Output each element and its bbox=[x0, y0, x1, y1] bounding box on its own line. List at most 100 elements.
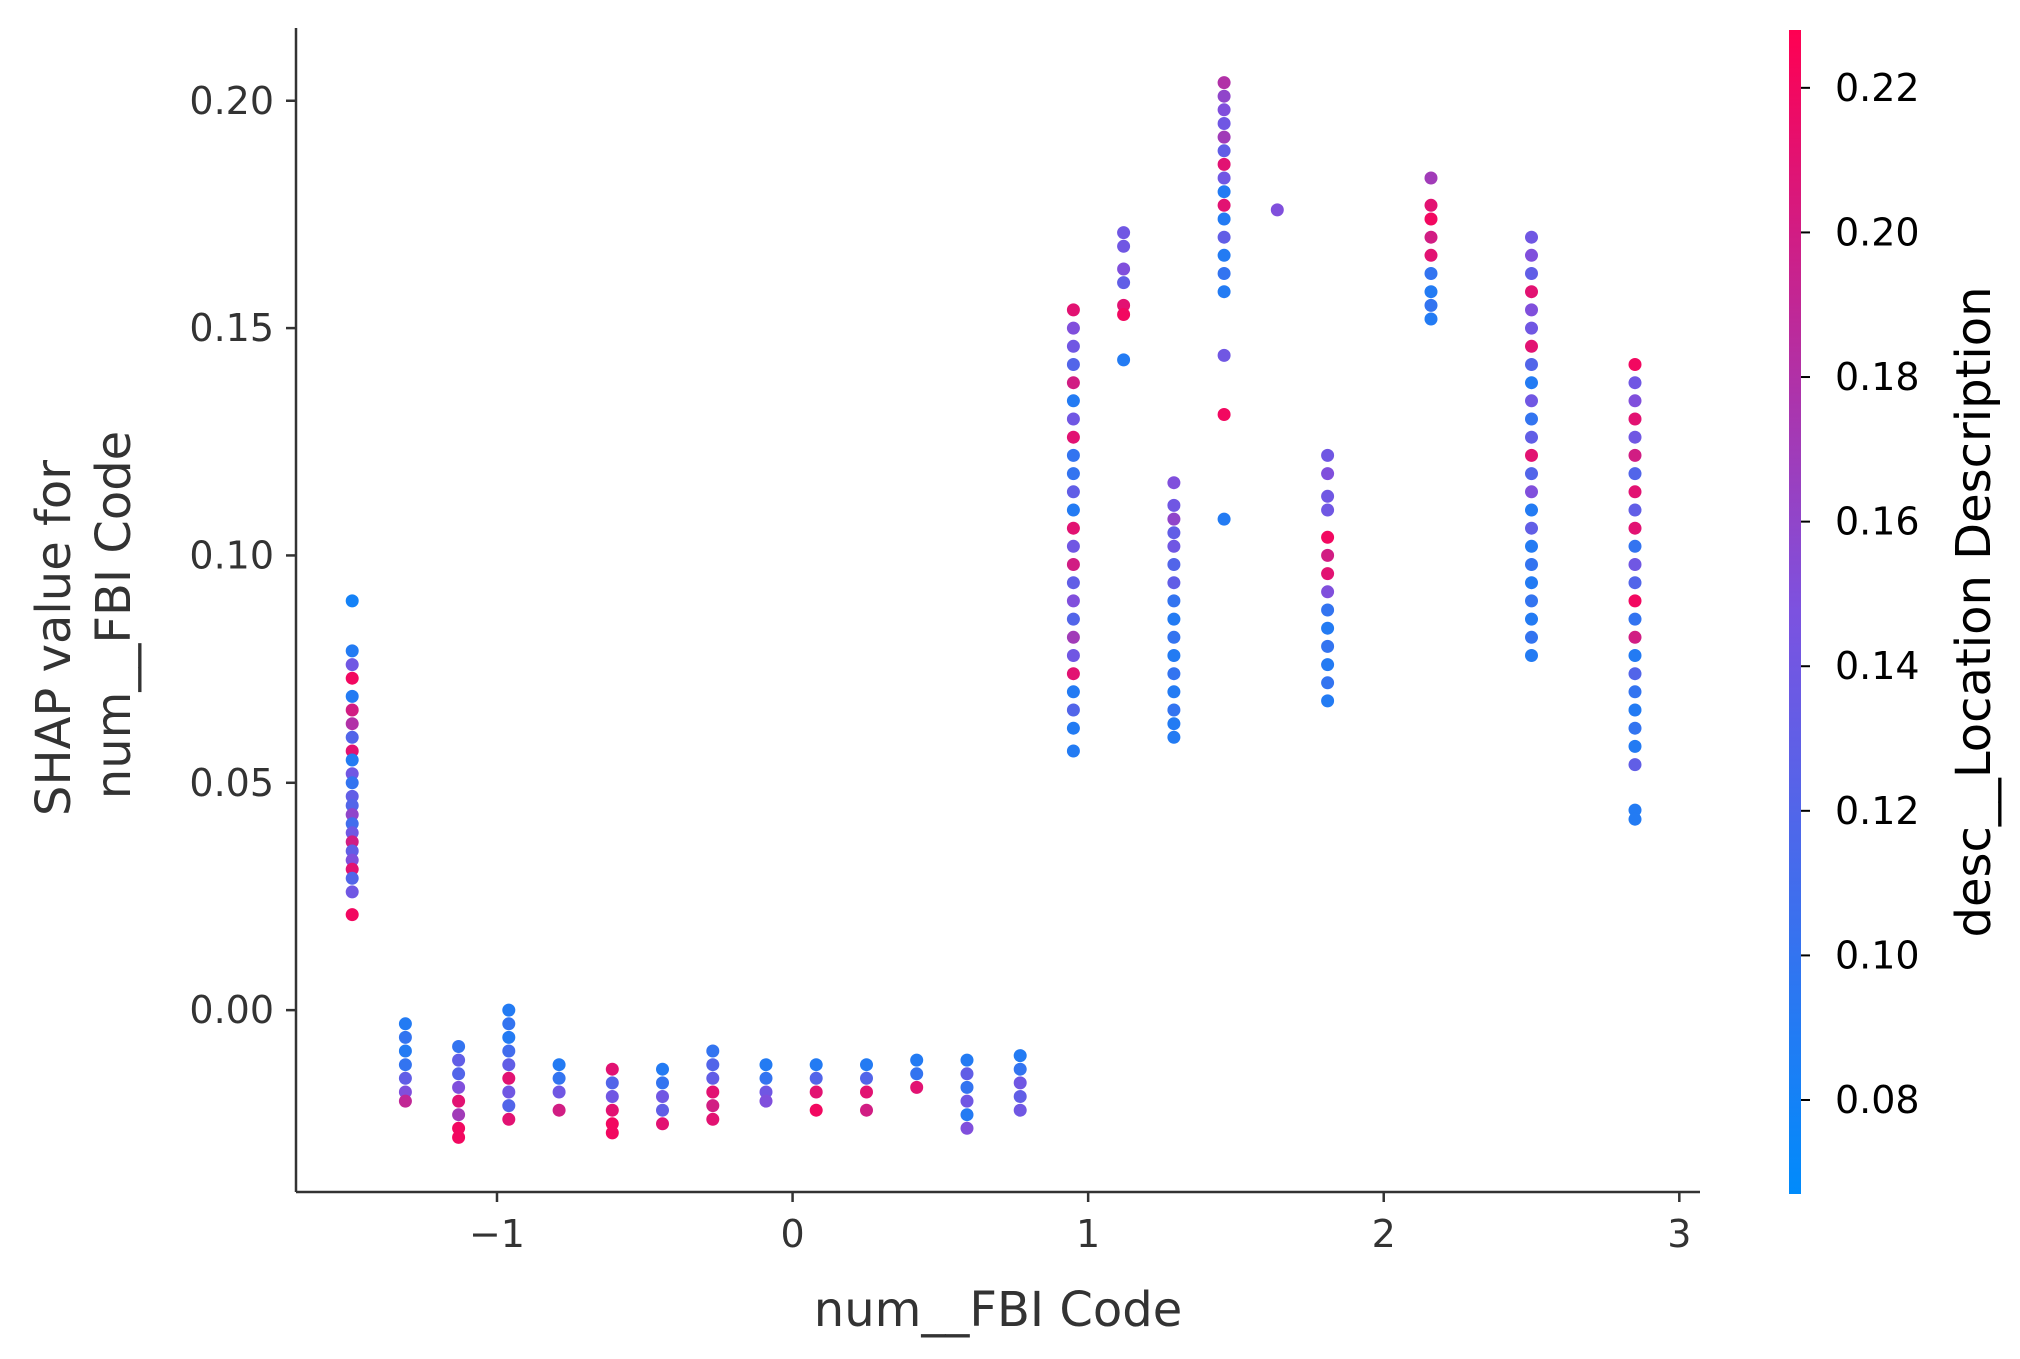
data-point bbox=[1066, 685, 1080, 699]
data-point bbox=[1066, 703, 1080, 717]
data-point bbox=[1424, 171, 1438, 185]
data-point bbox=[1628, 594, 1642, 608]
data-point bbox=[345, 817, 359, 831]
data-point bbox=[960, 1094, 974, 1108]
data-point bbox=[345, 689, 359, 703]
data-point bbox=[1167, 730, 1181, 744]
data-point bbox=[1628, 539, 1642, 553]
data-point bbox=[1628, 612, 1642, 626]
data-point bbox=[1628, 558, 1642, 571]
data-point bbox=[398, 1094, 412, 1108]
data-point bbox=[1167, 539, 1181, 553]
data-point bbox=[1217, 512, 1231, 526]
data-point bbox=[809, 1058, 823, 1072]
data-point bbox=[1628, 448, 1642, 462]
data-point bbox=[345, 703, 359, 717]
data-point bbox=[1117, 226, 1131, 240]
data-point bbox=[1525, 521, 1538, 535]
data-point bbox=[1066, 503, 1080, 517]
data-point bbox=[1525, 412, 1538, 426]
data-point bbox=[1628, 803, 1642, 817]
data-point bbox=[656, 1103, 669, 1117]
data-point bbox=[345, 808, 359, 822]
data-point bbox=[1013, 1062, 1027, 1076]
data-point bbox=[452, 1094, 466, 1108]
data-point bbox=[502, 1071, 516, 1085]
data-point bbox=[1525, 321, 1538, 335]
data-point bbox=[1424, 285, 1438, 299]
data-point bbox=[1167, 612, 1181, 626]
data-point bbox=[345, 871, 359, 885]
data-point bbox=[1167, 649, 1181, 662]
data-point bbox=[1525, 248, 1538, 262]
data-point bbox=[1424, 212, 1438, 226]
x-axis-label: num__FBI Code bbox=[814, 1282, 1182, 1338]
data-point bbox=[759, 1094, 773, 1108]
data-point bbox=[1217, 144, 1231, 158]
data-point bbox=[605, 1117, 619, 1131]
data-point bbox=[706, 1099, 720, 1113]
data-point bbox=[1117, 353, 1131, 367]
data-point bbox=[605, 1103, 619, 1117]
data-point bbox=[1167, 703, 1181, 717]
data-point bbox=[706, 1058, 720, 1072]
data-point bbox=[345, 767, 359, 781]
data-point bbox=[1066, 612, 1080, 626]
data-point bbox=[1066, 339, 1080, 353]
data-point bbox=[1066, 576, 1080, 590]
data-point bbox=[1066, 558, 1080, 571]
data-point bbox=[910, 1053, 924, 1067]
data-point bbox=[398, 1017, 412, 1031]
data-point bbox=[452, 1121, 466, 1135]
data-point bbox=[1525, 448, 1538, 462]
data-point bbox=[502, 1058, 516, 1072]
data-point bbox=[1217, 285, 1231, 299]
colorbar-tick-label: 0.18 bbox=[1835, 355, 1920, 399]
data-point bbox=[1217, 198, 1231, 212]
data-point bbox=[860, 1058, 873, 1072]
data-point bbox=[452, 1040, 466, 1053]
data-point bbox=[1525, 358, 1538, 371]
data-point bbox=[1217, 185, 1231, 199]
data-point bbox=[1066, 467, 1080, 481]
data-point bbox=[345, 753, 359, 767]
data-point bbox=[552, 1103, 566, 1117]
data-point bbox=[345, 826, 359, 840]
data-point bbox=[1628, 739, 1642, 753]
y-tick-label: 0.15 bbox=[189, 306, 274, 350]
data-point bbox=[1167, 717, 1181, 731]
data-point bbox=[706, 1112, 720, 1126]
y-tick-label: 0.20 bbox=[189, 79, 274, 123]
data-point bbox=[345, 658, 359, 672]
data-point bbox=[1525, 485, 1538, 499]
y-axis-label-line-2: num__FBI Code bbox=[86, 431, 142, 799]
data-point bbox=[706, 1044, 720, 1058]
data-point bbox=[345, 862, 359, 876]
data-point bbox=[960, 1108, 974, 1122]
data-point bbox=[759, 1058, 773, 1072]
data-point bbox=[1167, 476, 1181, 490]
data-point bbox=[1217, 89, 1231, 103]
data-point bbox=[809, 1103, 823, 1117]
data-point bbox=[502, 1044, 516, 1058]
data-point bbox=[1217, 230, 1231, 244]
data-point bbox=[1525, 594, 1538, 608]
data-point bbox=[1066, 521, 1080, 535]
data-point bbox=[345, 908, 359, 922]
data-point bbox=[1217, 76, 1231, 90]
data-point bbox=[1628, 376, 1642, 390]
data-point bbox=[1321, 467, 1335, 481]
data-point bbox=[1066, 358, 1080, 371]
data-point bbox=[552, 1085, 566, 1099]
x-tick-label: −1 bbox=[469, 1212, 525, 1256]
data-point bbox=[1117, 308, 1131, 321]
data-point bbox=[1628, 521, 1642, 535]
data-point bbox=[1167, 630, 1181, 644]
data-point bbox=[1628, 412, 1642, 426]
data-point bbox=[1013, 1090, 1027, 1103]
data-point bbox=[605, 1126, 619, 1140]
data-point bbox=[1167, 576, 1181, 590]
data-point bbox=[345, 853, 359, 867]
data-point bbox=[656, 1117, 669, 1131]
